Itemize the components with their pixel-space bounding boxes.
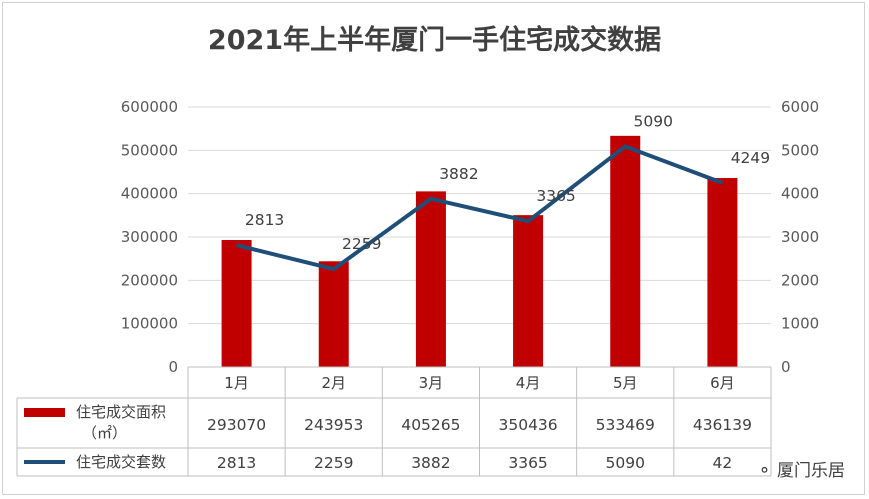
right-tick-label: 2000 xyxy=(781,271,819,289)
bar xyxy=(513,215,544,367)
left-tick-label: 500000 xyxy=(121,141,178,159)
left-tick-label: 300000 xyxy=(121,228,178,246)
table-cell: 436139 xyxy=(693,416,752,434)
left-tick-label: 600000 xyxy=(121,98,178,116)
bar xyxy=(610,135,641,367)
table-cell: 405265 xyxy=(401,416,460,434)
table-cell: 3882 xyxy=(411,454,450,472)
gridlines xyxy=(188,106,771,368)
line-data-label: 2813 xyxy=(245,211,284,229)
legend-label: （㎡） xyxy=(82,424,127,442)
left-axis: 0 100000 200000 300000 400000 500000 600000 xyxy=(121,98,178,376)
bar xyxy=(221,240,252,367)
line-path xyxy=(236,144,724,272)
watermark: ⚬ 厦门乐居 xyxy=(757,456,845,481)
table-cell: 2259 xyxy=(314,454,353,472)
table-cell: 2813 xyxy=(217,454,256,472)
table-cell: 243953 xyxy=(304,416,363,434)
left-tick-label: 200000 xyxy=(121,271,178,289)
right-tick-label: 6000 xyxy=(781,98,819,116)
right-tick-label: 3000 xyxy=(781,228,819,246)
bar xyxy=(318,261,349,367)
line-data-label: 3882 xyxy=(439,165,478,183)
right-axis: 0 1000 2000 3000 4000 5000 6000 xyxy=(781,98,819,376)
left-tick-label: 0 xyxy=(168,358,178,376)
legend-label: 住宅成交套数 xyxy=(76,453,166,471)
line-data-label: 2259 xyxy=(342,235,381,253)
category-label: 3月 xyxy=(419,374,444,392)
watermark-text: 厦门乐居 xyxy=(777,461,845,481)
category-label: 5月 xyxy=(613,374,638,392)
table-cell: 42 xyxy=(713,454,733,472)
line-series: 2813 2259 3882 3365 5090 4249 xyxy=(236,112,770,272)
table-cell: 3365 xyxy=(508,454,547,472)
chart-title: 2021年上半年厦门一手住宅成交数据 xyxy=(207,25,662,56)
line-data-label: 4249 xyxy=(731,149,770,167)
table-cell: 533469 xyxy=(596,416,655,434)
table-cell: 5090 xyxy=(606,454,645,472)
line-data-label: 3365 xyxy=(536,187,575,205)
table-cell: 350436 xyxy=(498,416,557,434)
right-tick-label: 0 xyxy=(781,358,791,376)
category-label: 2月 xyxy=(321,374,346,392)
bar xyxy=(707,178,738,367)
right-tick-label: 1000 xyxy=(781,315,819,333)
wechat-icon: ⚬ xyxy=(757,461,772,481)
category-label: 6月 xyxy=(710,374,735,392)
category-label: 4月 xyxy=(516,374,541,392)
bar-series xyxy=(221,135,738,367)
line-data-label: 5090 xyxy=(634,112,673,130)
legend-bar-swatch xyxy=(24,408,65,417)
left-tick-label: 100000 xyxy=(121,315,178,333)
right-tick-label: 5000 xyxy=(781,141,819,159)
table-cell: 293070 xyxy=(207,416,266,434)
bar xyxy=(415,191,446,367)
category-label: 1月 xyxy=(224,374,249,392)
left-tick-label: 400000 xyxy=(121,185,178,203)
right-tick-label: 4000 xyxy=(781,185,819,203)
legend-label: 住宅成交面积 xyxy=(76,403,166,421)
